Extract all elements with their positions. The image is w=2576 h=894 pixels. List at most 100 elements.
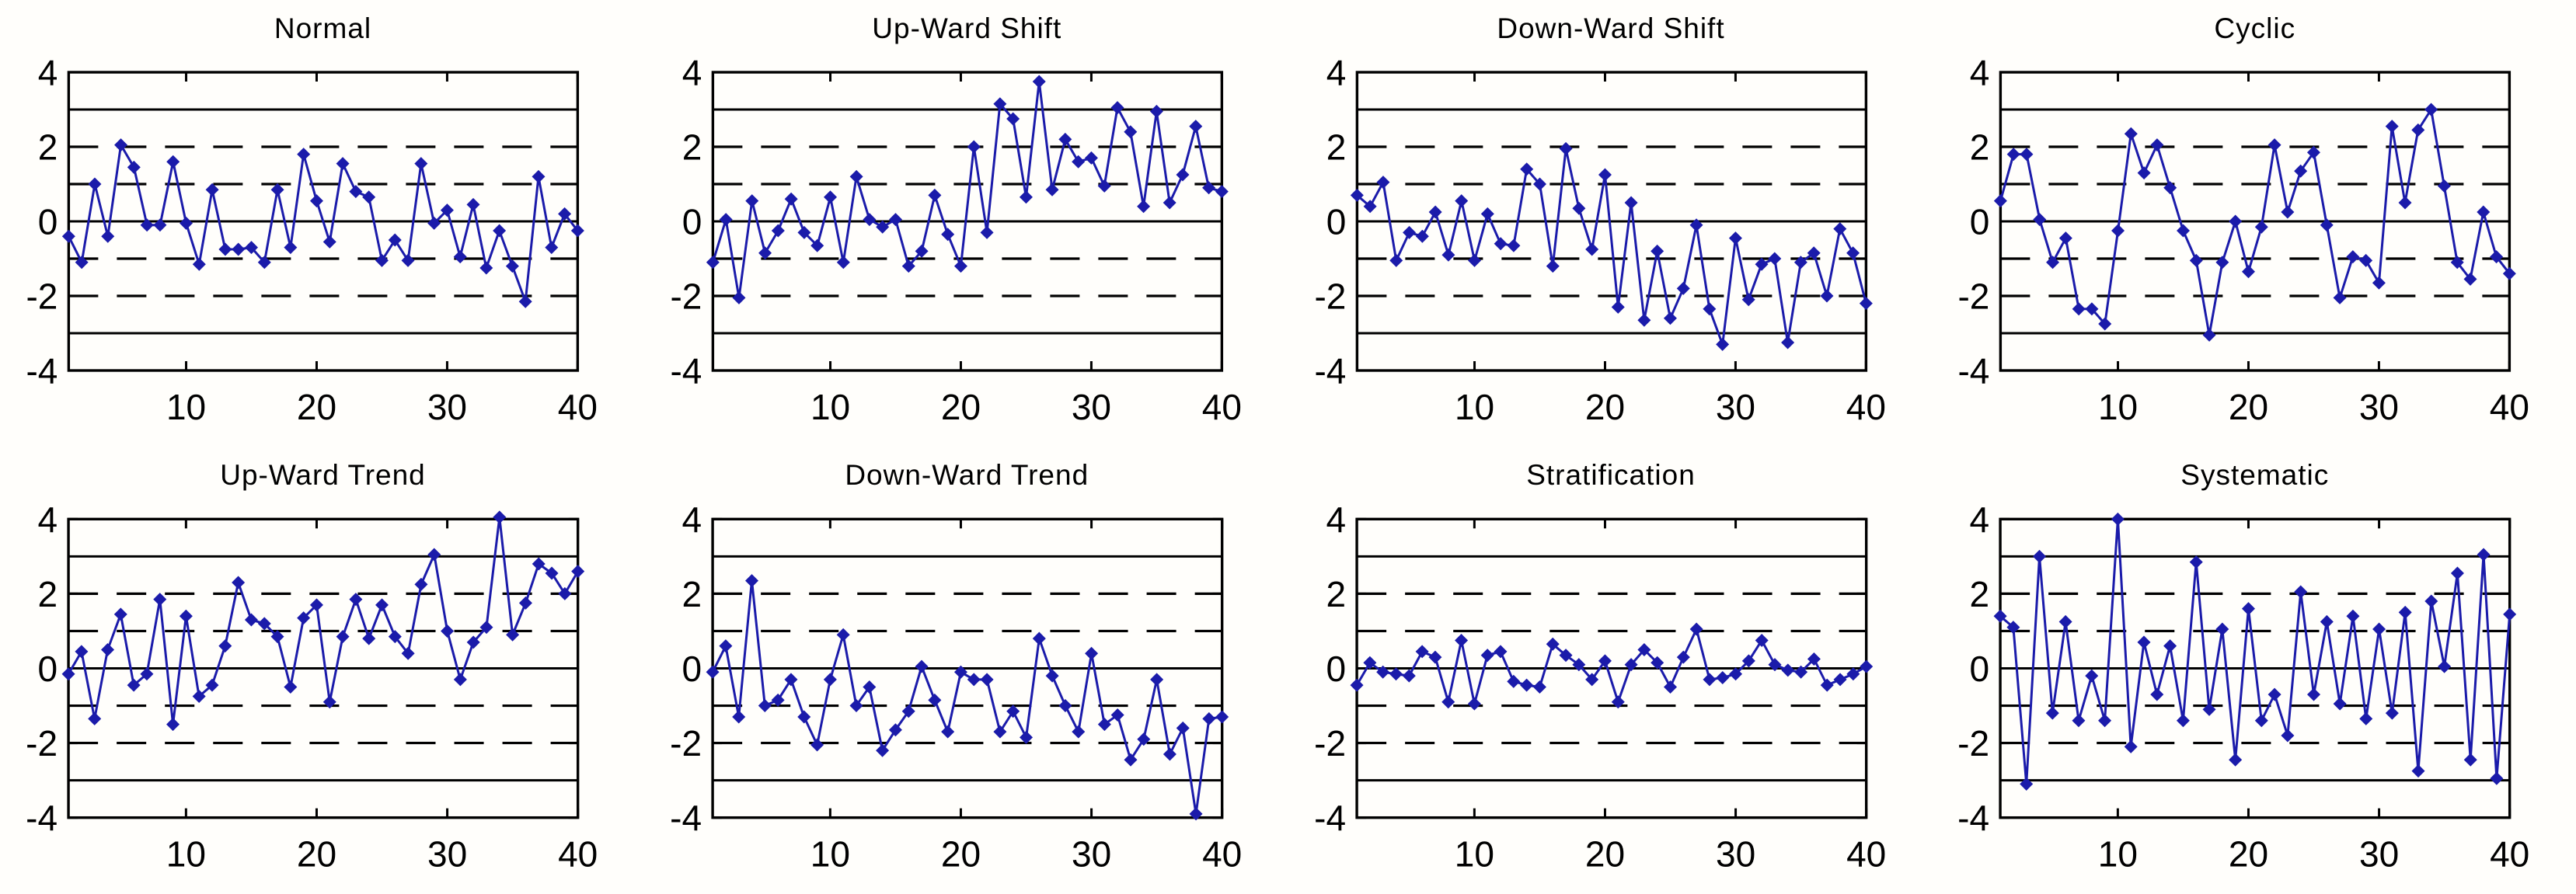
dashed-gridlines <box>712 592 1222 745</box>
tick-marks <box>68 71 579 372</box>
chart-title-upward-trend: Up-Ward Trend <box>220 459 426 491</box>
plot-area-downward-trend: 420-2-410 20 30 40 <box>670 499 1243 875</box>
svg-text:-4: -4 <box>26 798 58 838</box>
svg-text:-4: -4 <box>670 798 702 838</box>
svg-text:30: 30 <box>427 834 467 875</box>
svg-text:10: 10 <box>166 834 206 875</box>
x-tick-labels: 10 20 30 40 <box>810 834 1243 875</box>
svg-text:2: 2 <box>681 574 702 614</box>
chart-title-downward-trend: Down-Ward Trend <box>845 459 1089 491</box>
chart-cyclic: Cyclic 4 2 0 -2 -4 10 20 30 40 <box>1932 0 2576 447</box>
series-line <box>711 579 1222 816</box>
tick-marks <box>712 517 1223 819</box>
svg-text:10: 10 <box>1454 387 1494 427</box>
x-tick-labels: 10 20 30 40 <box>166 834 598 875</box>
svg-text:-4: -4 <box>26 351 58 391</box>
svg-text:40: 40 <box>558 387 598 427</box>
chart-upward-shift: Up-Ward Shift 4 2 0 -2 -4 10 20 30 40 <box>643 0 1288 447</box>
svg-text:2: 2 <box>37 574 58 614</box>
plot-area-normal: 420-2-410 20 30 40 <box>26 53 598 427</box>
svg-text:10: 10 <box>2098 387 2138 427</box>
svg-text:40: 40 <box>1202 387 1242 427</box>
svg-text:0: 0 <box>37 649 58 689</box>
tick-marks <box>713 71 1223 372</box>
solid-gridlines <box>712 555 1222 782</box>
svg-text:0: 0 <box>1326 649 1346 689</box>
x-tick-labels: 10 20 30 40 <box>2098 834 2530 875</box>
data-markers <box>1993 512 2517 791</box>
dashed-gridlines <box>68 592 578 745</box>
svg-text:0: 0 <box>1326 202 1346 242</box>
plot-area-cyclic: 420-2-410 20 30 40 <box>1958 53 2529 427</box>
chart-title-normal: Normal <box>274 12 372 44</box>
svg-text:20: 20 <box>1584 834 1624 875</box>
svg-text:40: 40 <box>558 834 598 875</box>
svg-text:20: 20 <box>1584 387 1624 427</box>
y-tick-labels: 4 2 0 -2 -4 <box>1958 53 1990 391</box>
svg-text:10: 10 <box>1454 834 1494 875</box>
dashed-gridlines <box>1356 145 1866 297</box>
svg-text:4: 4 <box>37 499 58 540</box>
dashed-gridlines <box>1356 592 1867 745</box>
svg-text:2: 2 <box>1326 574 1346 614</box>
y-tick-labels: 4 2 0 -2 -4 <box>26 499 58 838</box>
svg-text:40: 40 <box>1846 834 1886 875</box>
chart-normal: Normal 4 2 0 -2 -4 10 20 30 40 <box>0 0 644 447</box>
tick-marks <box>2000 71 2512 372</box>
data-markers <box>1350 622 1873 711</box>
svg-text:30: 30 <box>1072 387 1111 427</box>
y-tick-labels: 4 2 0 -2 -4 <box>1314 499 1346 838</box>
svg-text:0: 0 <box>682 202 702 242</box>
svg-text:20: 20 <box>941 834 981 875</box>
tick-marks <box>2000 517 2512 819</box>
svg-text:2: 2 <box>1326 127 1346 168</box>
svg-text:-2: -2 <box>670 723 702 764</box>
plot-area-stratification: 420-2-410 20 30 40 <box>1314 499 1886 875</box>
y-tick-labels: 4 2 0 -2 -4 <box>670 499 702 838</box>
svg-text:20: 20 <box>297 387 336 427</box>
svg-text:4: 4 <box>682 53 702 93</box>
tick-marks <box>1356 517 1867 819</box>
svg-text:-2: -2 <box>1314 277 1346 317</box>
svg-text:-2: -2 <box>1958 277 1990 317</box>
svg-text:40: 40 <box>2490 387 2529 427</box>
chart-title-upward-shift: Up-Ward Shift <box>872 12 1062 44</box>
series-line <box>1355 147 1867 346</box>
svg-text:4: 4 <box>1326 53 1346 93</box>
chart-downward-shift: Down-Ward Shift 4 2 0 -2 -4 10 20 30 40 <box>1288 0 1933 447</box>
series-line <box>1999 517 2512 785</box>
svg-text:10: 10 <box>2098 834 2138 875</box>
chart-title-stratification: Stratification <box>1526 459 1696 491</box>
chart-title-downward-shift: Down-Ward Shift <box>1497 12 1725 44</box>
dashed-gridlines <box>2000 592 2510 745</box>
x-tick-labels: 10 20 30 40 <box>1454 387 1885 427</box>
svg-text:30: 30 <box>1072 834 1111 875</box>
svg-text:-4: -4 <box>670 351 702 391</box>
svg-text:2: 2 <box>1970 127 1990 168</box>
svg-text:-4: -4 <box>1958 351 1990 391</box>
svg-text:-4: -4 <box>1957 798 1989 838</box>
svg-text:4: 4 <box>38 53 58 93</box>
svg-text:4: 4 <box>1326 499 1346 540</box>
svg-text:10: 10 <box>166 387 206 427</box>
svg-text:0: 0 <box>1970 649 1990 689</box>
data-markers <box>706 574 1229 821</box>
chart-upward-trend: Up-Ward Trend 4 2 0 -2 -4 10 20 30 40 <box>0 447 644 894</box>
svg-text:2: 2 <box>682 127 702 168</box>
svg-text:30: 30 <box>1715 834 1755 875</box>
svg-text:40: 40 <box>1846 387 1885 427</box>
chart-title-cyclic: Cyclic <box>2214 12 2296 44</box>
solid-gridlines <box>68 555 578 782</box>
svg-text:20: 20 <box>941 387 981 427</box>
tick-marks <box>1356 71 1867 372</box>
svg-text:-2: -2 <box>26 723 58 764</box>
series-line <box>711 80 1222 299</box>
y-tick-labels: 4 2 0 -2 -4 <box>26 53 58 391</box>
x-tick-labels: 10 20 30 40 <box>2098 387 2529 427</box>
svg-text:4: 4 <box>681 499 702 540</box>
svg-text:-2: -2 <box>26 277 58 317</box>
plot-area-upward-trend: 420-2-410 20 30 40 <box>26 499 598 875</box>
svg-text:-4: -4 <box>1314 351 1346 391</box>
svg-text:0: 0 <box>38 202 58 242</box>
